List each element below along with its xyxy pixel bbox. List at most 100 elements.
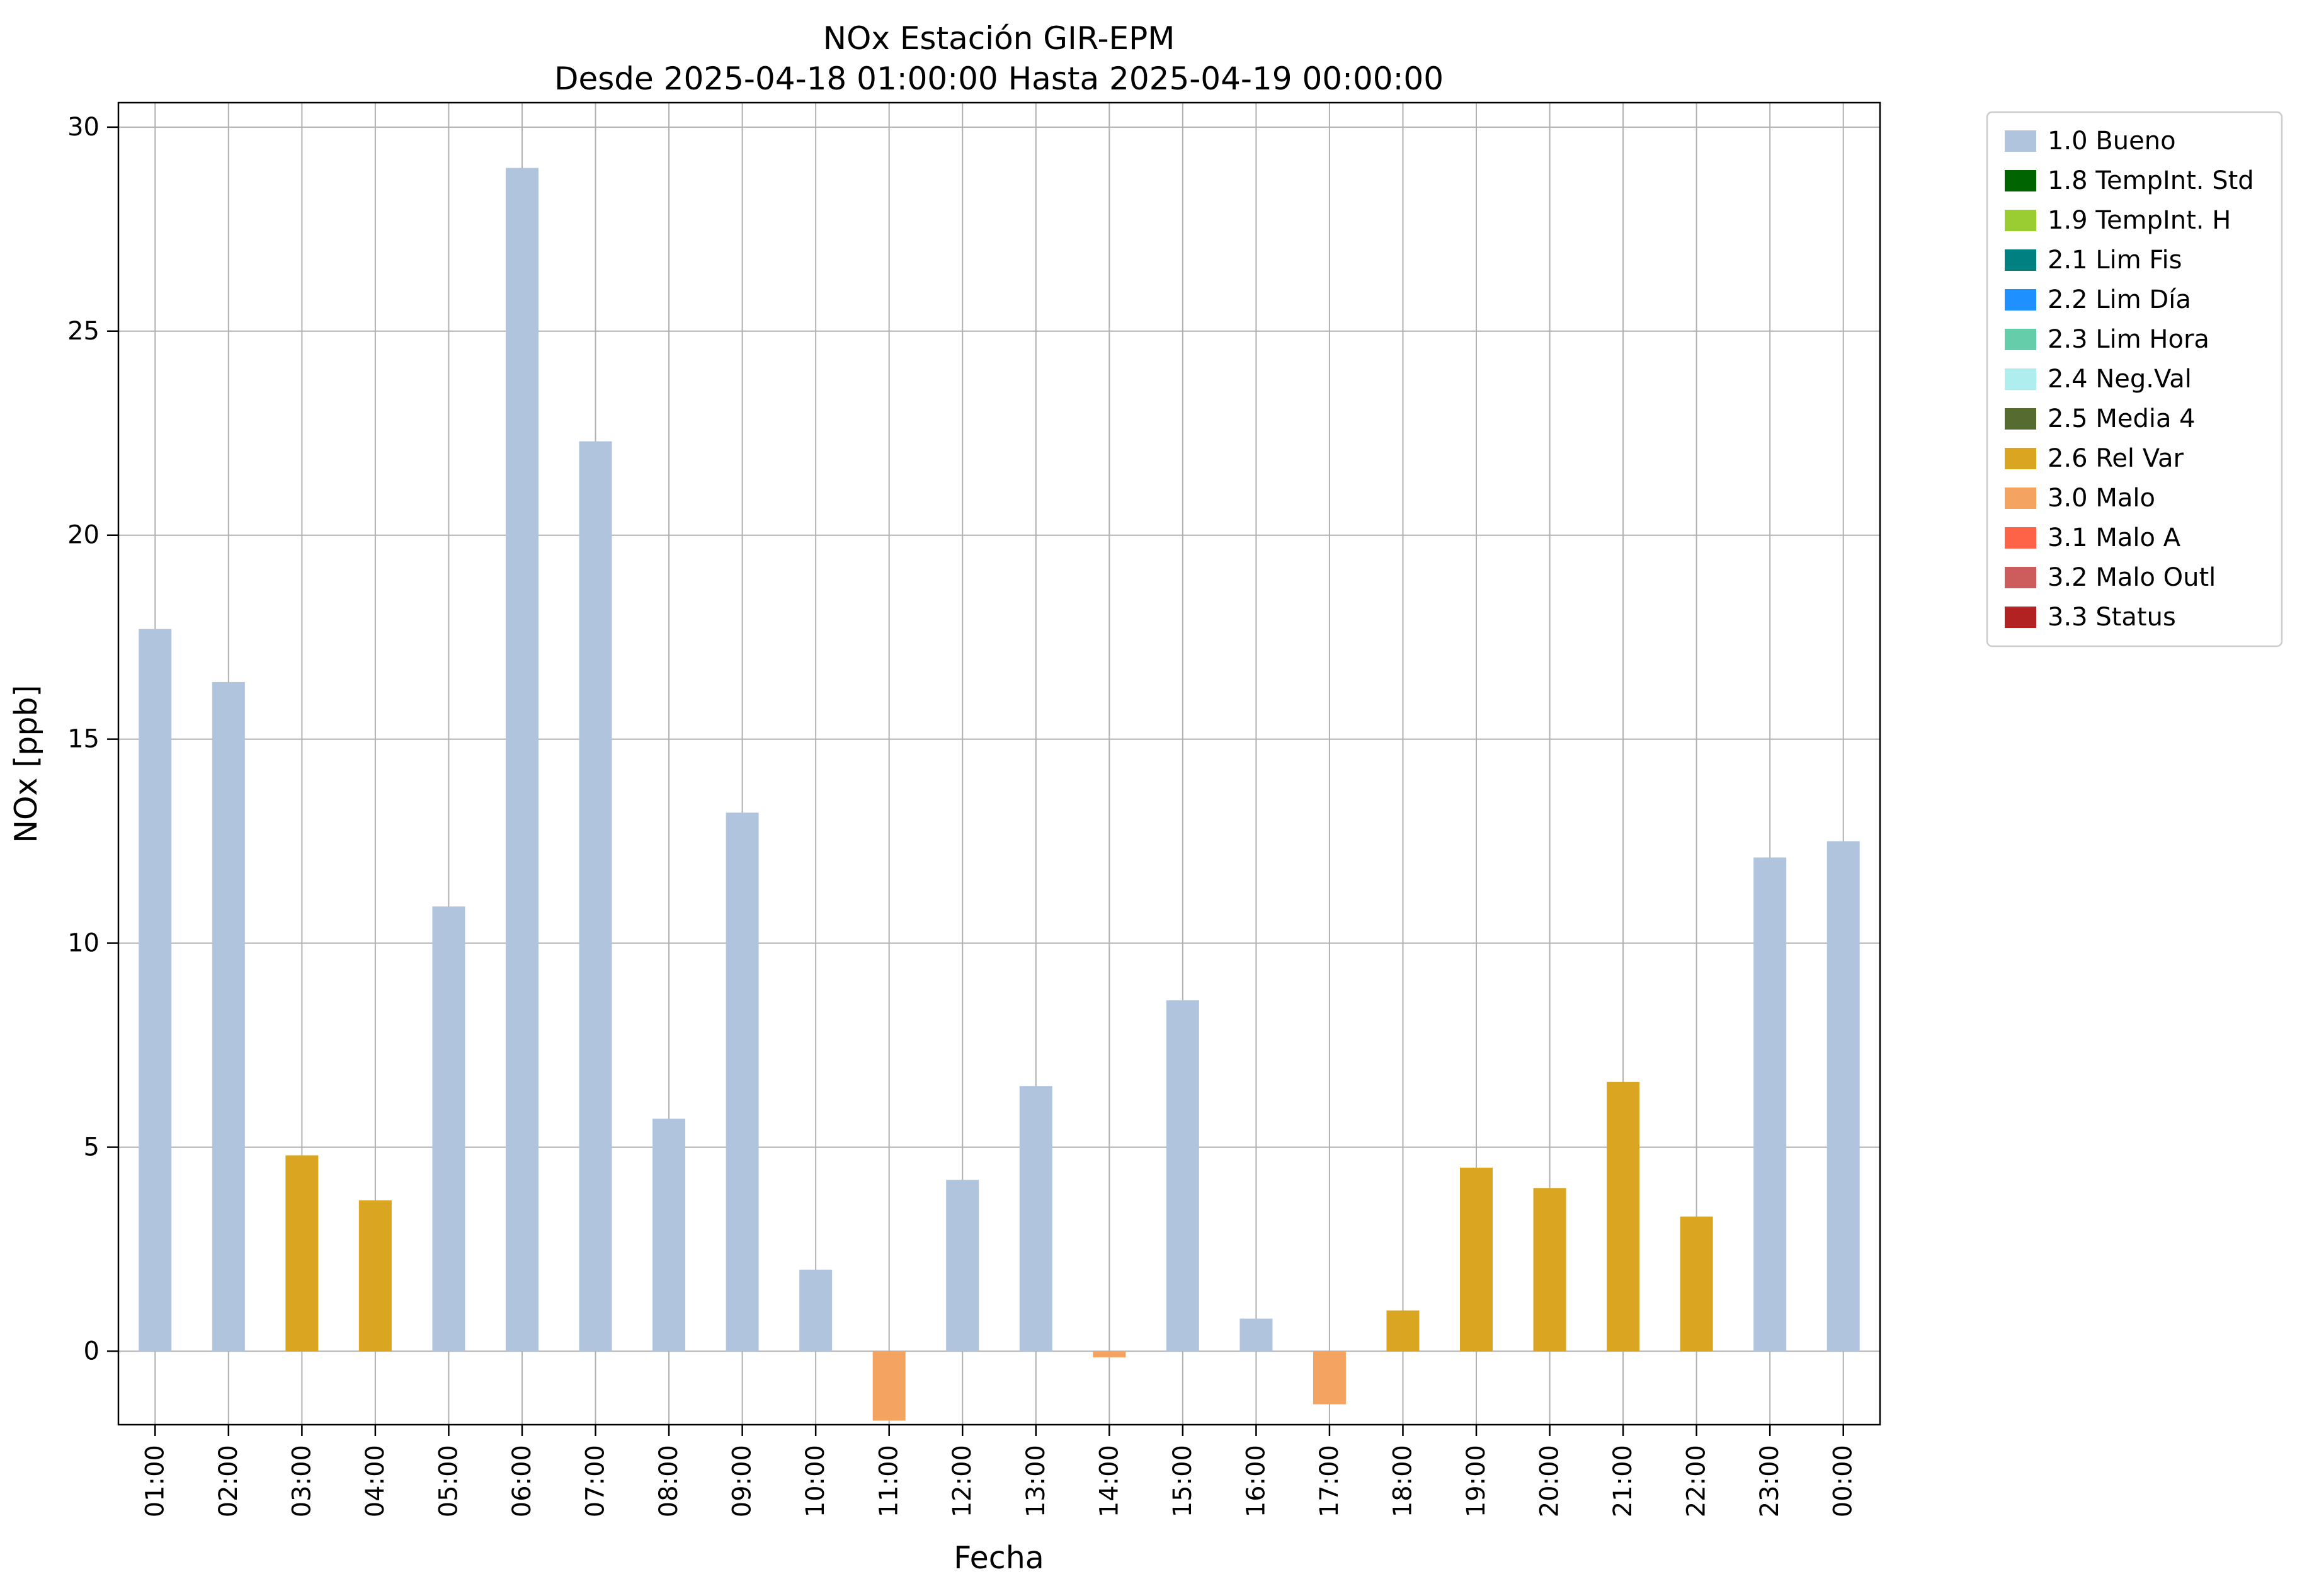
legend-item: 2.2 Lim Día bbox=[2005, 285, 2191, 314]
bar bbox=[726, 812, 759, 1352]
bar bbox=[505, 168, 538, 1352]
x-tick-label: 20:00 bbox=[1536, 1445, 1564, 1517]
bar bbox=[1313, 1351, 1346, 1405]
legend-item: 3.1 Malo A bbox=[2005, 523, 2181, 552]
legend-swatch bbox=[2005, 487, 2036, 509]
legend-item: 3.3 Status bbox=[2005, 603, 2176, 632]
ticks-layer: 0 5 10 15 20 25 30 01:00 02:00 03:00 04:00 05:00 06:… bbox=[67, 113, 1858, 1517]
x-tick-label: 18:00 bbox=[1388, 1445, 1417, 1517]
bar bbox=[139, 629, 172, 1352]
x-tick-label: 09:00 bbox=[728, 1445, 757, 1517]
bar bbox=[1533, 1188, 1566, 1352]
y-tick-label: 5 bbox=[84, 1132, 100, 1161]
legend-swatch bbox=[2005, 249, 2036, 271]
bar bbox=[212, 681, 245, 1352]
bar bbox=[872, 1351, 906, 1421]
bar bbox=[285, 1155, 319, 1352]
bar bbox=[358, 1200, 392, 1352]
legend-box bbox=[1986, 111, 2283, 647]
x-tick-label: 11:00 bbox=[875, 1445, 904, 1517]
legend-label: 3.0 Malo bbox=[2048, 484, 2155, 513]
bar bbox=[652, 1119, 686, 1352]
legend-item: 2.6 Rel Var bbox=[2005, 444, 2184, 473]
x-tick-label: 13:00 bbox=[1022, 1445, 1051, 1517]
bars-layer bbox=[139, 168, 1860, 1421]
bar bbox=[1386, 1310, 1420, 1352]
legend-item: 3.2 Malo Outl bbox=[2005, 563, 2216, 592]
bar bbox=[1166, 1000, 1199, 1352]
legend: 1.0 Bueno 1.8 TempInt. Std 1.9 TempInt. H 2… bbox=[1986, 111, 2283, 647]
x-tick-label: 00:00 bbox=[1829, 1445, 1858, 1517]
bar bbox=[1753, 857, 1787, 1352]
bar bbox=[1680, 1216, 1713, 1352]
chart-subtitle: Desde 2025-04-18 01:00:00 Hasta 2025-04-… bbox=[554, 60, 1444, 97]
legend-swatch bbox=[2005, 408, 2036, 430]
x-tick-label: 22:00 bbox=[1682, 1445, 1711, 1517]
x-tick-label: 21:00 bbox=[1609, 1445, 1638, 1517]
y-tick-label: 25 bbox=[67, 317, 100, 346]
x-tick-label: 15:00 bbox=[1168, 1445, 1197, 1517]
bar bbox=[799, 1269, 833, 1352]
legend-item: 2.4 Neg.Val bbox=[2005, 365, 2192, 394]
legend-label: 3.3 Status bbox=[2048, 603, 2176, 632]
legend-item: 1.9 TempInt. H bbox=[2005, 206, 2231, 235]
legend-item: 2.1 Lim Fis bbox=[2005, 246, 2182, 275]
legend-label: 2.6 Rel Var bbox=[2048, 444, 2184, 473]
x-tick-label: 06:00 bbox=[508, 1445, 537, 1517]
legend-item: 1.0 Bueno bbox=[2005, 127, 2176, 156]
legend-item: 2.3 Lim Hora bbox=[2005, 325, 2209, 354]
x-tick-label: 01:00 bbox=[140, 1445, 169, 1517]
bar bbox=[1460, 1167, 1493, 1352]
bar bbox=[1019, 1086, 1052, 1352]
x-tick-label: 14:00 bbox=[1095, 1445, 1124, 1517]
plot-border bbox=[117, 101, 1881, 1426]
bar bbox=[1239, 1318, 1273, 1352]
bar bbox=[946, 1180, 979, 1352]
legend-label: 1.9 TempInt. H bbox=[2048, 206, 2231, 235]
legend-swatch bbox=[2005, 567, 2036, 588]
x-tick-label: 23:00 bbox=[1755, 1445, 1784, 1517]
x-tick-label: 05:00 bbox=[434, 1445, 463, 1517]
y-tick-label: 10 bbox=[67, 929, 100, 958]
legend-label: 1.8 TempInt. Std bbox=[2048, 166, 2254, 195]
legend-label: 2.3 Lim Hora bbox=[2048, 325, 2209, 354]
y-tick-label: 15 bbox=[67, 725, 100, 754]
y-tick-label: 30 bbox=[67, 113, 100, 142]
x-tick-label: 19:00 bbox=[1462, 1445, 1491, 1517]
bar bbox=[432, 906, 465, 1352]
bar bbox=[1607, 1081, 1640, 1352]
legend-swatch bbox=[2005, 210, 2036, 231]
legend-label: 2.2 Lim Día bbox=[2048, 285, 2191, 314]
x-tick-label: 03:00 bbox=[287, 1445, 316, 1517]
legend-label: 3.2 Malo Outl bbox=[2048, 563, 2216, 592]
legend-label: 3.1 Malo A bbox=[2048, 523, 2181, 552]
x-tick-label: 02:00 bbox=[214, 1445, 243, 1517]
bar bbox=[1826, 841, 1860, 1352]
chart-title: NOx Estación GIR-EPM bbox=[823, 20, 1175, 57]
legend-swatch bbox=[2005, 527, 2036, 549]
legend-item: 2.5 Media 4 bbox=[2005, 404, 2196, 433]
x-tick-label: 12:00 bbox=[948, 1445, 977, 1517]
x-tick-label: 08:00 bbox=[654, 1445, 683, 1517]
x-tick-label: 07:00 bbox=[581, 1445, 610, 1517]
legend-label: 2.4 Neg.Val bbox=[2048, 365, 2192, 394]
legend-swatch bbox=[2005, 368, 2036, 390]
legend-swatch bbox=[2005, 289, 2036, 311]
plot-frame bbox=[117, 101, 1881, 1426]
x-tick-label: 16:00 bbox=[1241, 1445, 1270, 1517]
legend-label: 2.1 Lim Fis bbox=[2048, 246, 2182, 275]
legend-swatch bbox=[2005, 170, 2036, 191]
x-tick-label: 04:00 bbox=[361, 1445, 390, 1517]
x-axis-label: Fecha bbox=[954, 1540, 1044, 1576]
x-tick-label: 17:00 bbox=[1315, 1445, 1344, 1517]
legend-swatch bbox=[2005, 607, 2036, 628]
bar bbox=[579, 441, 612, 1352]
y-axis-label: NOx [ppb] bbox=[8, 685, 44, 843]
legend-swatch bbox=[2005, 329, 2036, 350]
y-tick-label: 0 bbox=[84, 1337, 100, 1365]
legend-item: 3.0 Malo bbox=[2005, 484, 2155, 513]
y-tick-label: 20 bbox=[67, 521, 100, 550]
x-tick-label: 10:00 bbox=[801, 1445, 830, 1517]
